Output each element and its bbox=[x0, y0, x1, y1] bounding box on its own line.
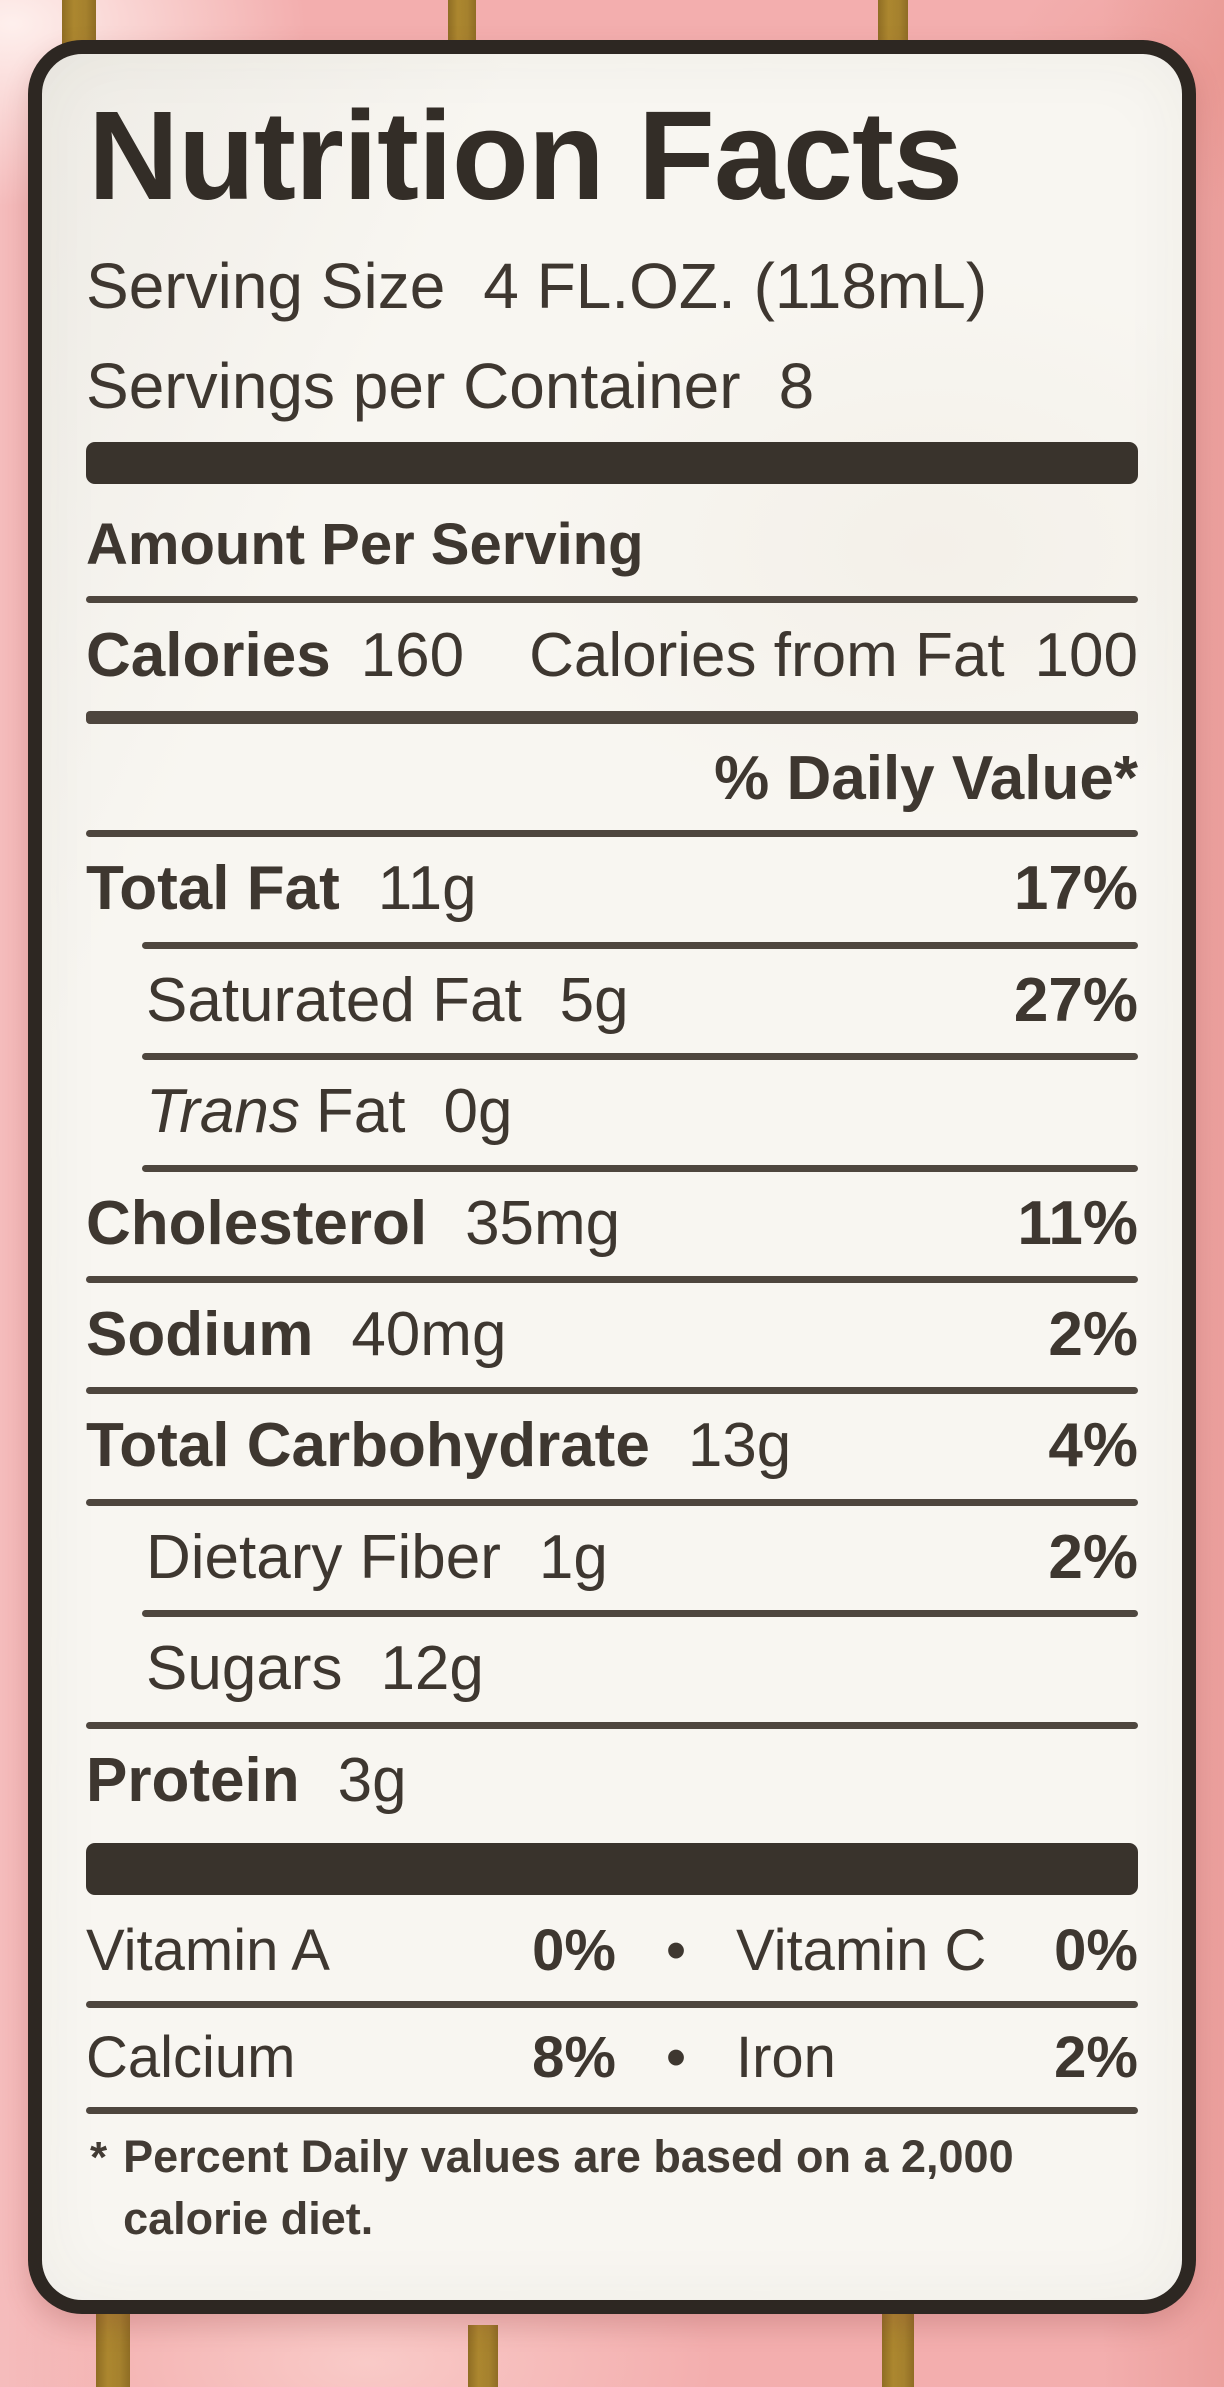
separator-rule bbox=[86, 2000, 1138, 2008]
vitamin-left-value: 8% bbox=[532, 2024, 616, 2090]
nutrient-row-dietary-fiber: Dietary Fiber 1g 2% bbox=[86, 1506, 1138, 1610]
gold-stripe-top-middle bbox=[448, 0, 476, 70]
nutrient-name-italic-prefix: Trans bbox=[146, 1077, 300, 1147]
vitamin-row-a-c: Vitamin A 0% • Vitamin C 0% bbox=[86, 1901, 1138, 2001]
separator-rule bbox=[142, 1164, 1138, 1172]
nutrient-name: Total Carbohydrate bbox=[86, 1411, 650, 1481]
serving-size-row: Serving Size 4 FL.OZ. (118mL) bbox=[86, 246, 1138, 326]
nutrient-daily-value: 17% bbox=[1013, 854, 1138, 924]
nutrient-row-total-fat: Total Fat 11g 17% bbox=[86, 837, 1138, 941]
gold-stripe-bottom-middle bbox=[468, 2325, 498, 2387]
vitamin-right-name: Vitamin C bbox=[736, 1917, 987, 1983]
calories-row: Calories 160 Calories from Fat 100 bbox=[86, 619, 1138, 693]
nutrient-name: Dietary Fiber bbox=[146, 1522, 501, 1592]
calories-value: 160 bbox=[360, 620, 465, 690]
nutrient-amount: 12g bbox=[380, 1634, 484, 1704]
separator-rule bbox=[142, 1053, 1138, 1061]
nutrient-daily-value: 2% bbox=[1048, 1300, 1138, 1370]
nutrient-name: Cholesterol bbox=[86, 1188, 428, 1258]
nutrient-daily-value: 4% bbox=[1048, 1411, 1138, 1481]
medium-separator-rule bbox=[86, 711, 1138, 725]
nutrient-amount: 13g bbox=[687, 1411, 792, 1481]
separator-rule bbox=[86, 595, 1138, 603]
separator-rule bbox=[86, 830, 1138, 838]
amount-per-serving-heading: Amount Per Serving bbox=[86, 512, 644, 578]
nutrient-daily-value: 11% bbox=[1017, 1188, 1138, 1258]
nutrient-row-saturated-fat: Saturated Fat 5g 27% bbox=[86, 949, 1138, 1053]
nutrient-name: Sodium bbox=[86, 1300, 314, 1370]
thick-separator-bar bbox=[86, 1842, 1138, 1895]
nutrient-name: Total Fat bbox=[86, 854, 340, 924]
nutrient-amount: 3g bbox=[337, 1745, 407, 1815]
bullet-separator: • bbox=[665, 1917, 687, 1983]
nutrient-amount: 0g bbox=[443, 1077, 513, 1147]
separator-rule bbox=[86, 2107, 1138, 2115]
separator-rule bbox=[86, 1276, 1138, 1284]
footnote-asterisk: * bbox=[90, 2133, 108, 2183]
nutrient-amount: 11g bbox=[377, 854, 477, 924]
footnote-line-2: calorie diet. bbox=[123, 2193, 374, 2245]
calories-from-fat-label: Calories from Fat bbox=[529, 620, 1005, 690]
separator-rule bbox=[142, 1610, 1138, 1618]
separator-rule bbox=[142, 941, 1138, 949]
calories-label: Calories bbox=[86, 620, 331, 690]
servings-per-container-label: Servings per Container bbox=[86, 350, 741, 423]
vitamin-left-name: Calcium bbox=[86, 2024, 296, 2090]
nutrition-facts-panel: Nutrition Facts Serving Size 4 FL.OZ. (1… bbox=[28, 40, 1196, 2314]
servings-per-container-value: 8 bbox=[778, 350, 815, 423]
nutrient-amount: 35mg bbox=[465, 1188, 621, 1258]
vitamin-right-name: Iron bbox=[736, 2024, 836, 2090]
vitamin-right-value: 0% bbox=[1054, 1917, 1138, 1983]
nutrient-amount: 40mg bbox=[351, 1300, 507, 1370]
daily-value-header: % Daily Value* bbox=[714, 744, 1138, 814]
nutrient-amount: 1g bbox=[538, 1522, 608, 1592]
calories-from-fat-value: 100 bbox=[1034, 620, 1138, 690]
vitamin-right-value: 2% bbox=[1054, 2024, 1138, 2090]
separator-rule bbox=[86, 1721, 1138, 1729]
nutrient-amount: 5g bbox=[559, 965, 629, 1035]
separator-rule bbox=[86, 1498, 1138, 1506]
nutrient-row-trans-fat: Trans Fat 0g bbox=[86, 1060, 1138, 1164]
nutrient-name: Sugars bbox=[146, 1634, 343, 1704]
nutrient-row-sodium: Sodium 40mg 2% bbox=[86, 1283, 1138, 1387]
thick-separator-bar bbox=[86, 442, 1138, 485]
separator-rule bbox=[86, 1387, 1138, 1395]
servings-per-container-row: Servings per Container 8 bbox=[86, 346, 1138, 426]
serving-size-value: 4 FL.OZ. (118mL) bbox=[483, 250, 988, 323]
nutrient-daily-value: 27% bbox=[1013, 965, 1138, 1035]
vitamin-left-value: 0% bbox=[532, 1917, 616, 1983]
footnote-line-1: Percent Daily values are based on a 2,00… bbox=[123, 2131, 1014, 2183]
nutrient-name: Saturated Fat bbox=[146, 965, 522, 1035]
panel-title: Nutrition Facts bbox=[88, 85, 963, 226]
vitamin-left-name: Vitamin A bbox=[86, 1917, 330, 1983]
nutrient-name: Fat bbox=[315, 1077, 406, 1147]
gold-stripe-bottom-right bbox=[882, 2303, 914, 2387]
nutrient-row-cholesterol: Cholesterol 35mg 11% bbox=[86, 1172, 1138, 1276]
nutrient-row-protein: Protein 3g bbox=[86, 1729, 1138, 1833]
vitamin-row-calcium-iron: Calcium 8% • Iron 2% bbox=[86, 2008, 1138, 2108]
bullet-separator: • bbox=[665, 2024, 687, 2090]
nutrient-daily-value: 2% bbox=[1048, 1522, 1138, 1592]
serving-size-label: Serving Size bbox=[86, 250, 446, 323]
nutrient-name: Protein bbox=[86, 1745, 300, 1815]
nutrient-row-sugars: Sugars 12g bbox=[86, 1617, 1138, 1721]
daily-value-footnote: * Percent Daily values are based on a 2,… bbox=[86, 2126, 1138, 2250]
nutrient-row-total-carbohydrate: Total Carbohydrate 13g 4% bbox=[86, 1394, 1138, 1498]
footnote-text: Percent Daily values are based on a 2,00… bbox=[123, 2126, 1014, 2250]
